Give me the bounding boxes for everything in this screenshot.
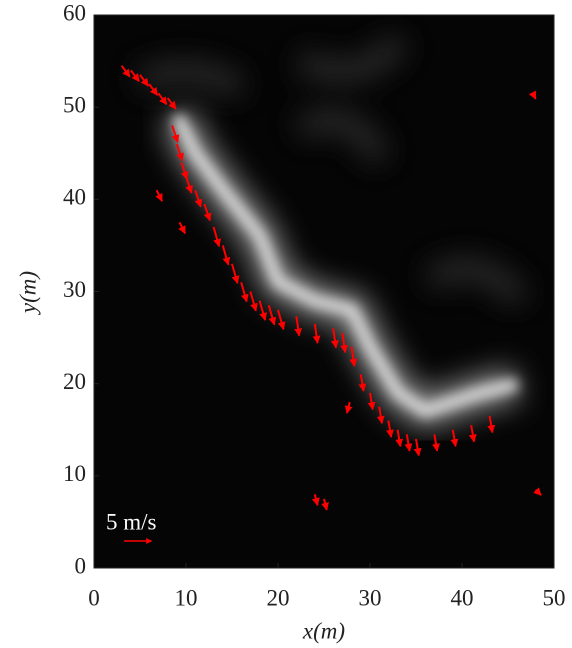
y-tick-label: 60 xyxy=(63,0,86,25)
x-axis-label: x(m) xyxy=(302,618,345,643)
y-tick-label: 0 xyxy=(75,553,87,578)
x-tick-label: 40 xyxy=(451,585,474,610)
x-tick-label: 30 xyxy=(359,585,382,610)
y-tick-label: 30 xyxy=(63,277,86,302)
y-tick-label: 40 xyxy=(63,185,86,210)
x-tick-label: 0 xyxy=(88,585,100,610)
x-tick-label: 10 xyxy=(175,585,198,610)
chart: x(m) y(m) 5 m/s 0 10 20 30 40 50 0 10 20 30 40 50 60 xyxy=(0,0,572,648)
x-tick-label: 50 xyxy=(543,585,566,610)
y-tick-label: 10 xyxy=(63,461,86,486)
y-tick-label: 20 xyxy=(63,369,86,394)
y-axis-label: y(m) xyxy=(15,271,40,315)
page: {"chart_data": { "type": "quiver", "x_la… xyxy=(0,0,572,648)
x-tick-label: 20 xyxy=(267,585,290,610)
reference-label: 5 m/s xyxy=(106,509,157,534)
y-tick-label: 50 xyxy=(63,92,86,117)
